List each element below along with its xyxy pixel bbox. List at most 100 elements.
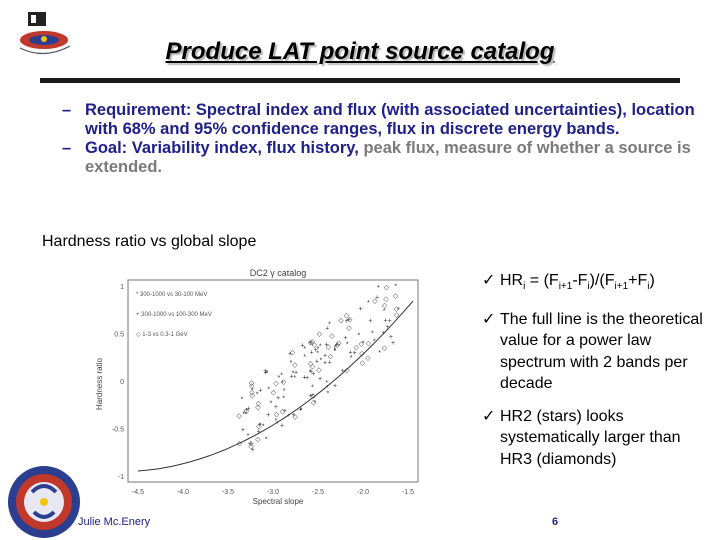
scatter-point: * xyxy=(383,308,386,315)
scatter-point: + xyxy=(289,374,293,381)
scatter-point: + xyxy=(292,412,296,419)
scatter-point: * xyxy=(241,396,244,403)
scatter-point: * xyxy=(373,338,376,345)
scatter-point: * xyxy=(326,385,329,392)
scatter-point: ◇ xyxy=(359,341,365,348)
scatter-point: * xyxy=(320,357,323,364)
scatter-point: * xyxy=(300,407,303,414)
scatter-point: ◇ xyxy=(346,325,352,332)
scatter-point: + xyxy=(353,350,357,357)
y-tick-label: 0.5 xyxy=(114,332,124,339)
scatter-point: + xyxy=(283,408,287,415)
scatter-point: + xyxy=(344,335,348,342)
x-tick-label: -2.0 xyxy=(357,489,369,496)
scatter-point: * xyxy=(245,412,248,419)
scatter-point: * xyxy=(267,387,270,394)
scatter-point: ◇ xyxy=(344,313,350,320)
page-title: Produce LAT point source catalog xyxy=(165,38,555,65)
scatter-point: * xyxy=(282,395,285,402)
scatter-point: ◇ xyxy=(249,380,255,387)
bullet-dash: – xyxy=(62,101,72,119)
scatter-point: * xyxy=(251,388,254,395)
scatter-point: * xyxy=(314,400,317,407)
scatter-point: * xyxy=(316,350,319,357)
scatter-point: * xyxy=(303,346,306,353)
scatter-point: + xyxy=(241,427,245,434)
scatter-point: + xyxy=(244,407,248,414)
scatter-point: ◇ xyxy=(394,306,400,313)
scatter-point: + xyxy=(383,318,387,325)
scatter-point: + xyxy=(274,404,278,411)
note-hr2: ✓ HR2 (stars) looks systematically large… xyxy=(482,406,712,471)
goal-bullet: – Goal: Variability index, flux history,… xyxy=(62,139,698,177)
scatter-point: ◇ xyxy=(310,364,316,371)
scatter-point: + xyxy=(309,350,313,357)
requirements-list: – Requirement: Spectral index and flux (… xyxy=(62,101,698,177)
scatter-point: + xyxy=(294,370,298,377)
scatter-point: + xyxy=(249,441,253,448)
scatter-point: * xyxy=(350,355,353,362)
scatter-point: + xyxy=(302,374,306,381)
formula-text: HRi = (Fi+1-Fi)/(Fi+1+Fi) xyxy=(500,272,655,293)
check-icon: ✓ xyxy=(482,310,496,328)
scatter-point: * xyxy=(242,411,245,418)
scatter-point: ◇ xyxy=(255,405,261,412)
check-icon: ✓ xyxy=(482,407,496,425)
scatter-point: + xyxy=(309,369,313,376)
scatter-point: ◇ xyxy=(248,444,254,451)
scatter-point: + xyxy=(368,318,372,325)
scatter-point: * xyxy=(367,300,370,307)
plot-ylabel: Hardness ratio xyxy=(95,357,104,410)
scatter-point: * xyxy=(303,354,306,361)
scatter-point: ◇ xyxy=(237,413,243,420)
title-divider xyxy=(40,78,680,83)
scatter-point: * xyxy=(278,375,281,382)
scatter-point: * xyxy=(334,344,337,351)
scatter-point: * xyxy=(346,342,349,349)
scatter-point: * xyxy=(275,418,278,425)
note-full-line: ✓ The full line is the theoretical value… xyxy=(482,309,712,395)
check-icon: ✓ xyxy=(482,272,496,289)
legend-entry: * 300-1000 vs 30-100 MeV xyxy=(136,292,207,298)
scatter-point: + xyxy=(347,316,351,323)
scatter-point: * xyxy=(280,372,283,379)
scatter-point: * xyxy=(334,349,337,356)
requirement-text: Requirement: Spectral index and flux (wi… xyxy=(85,101,695,138)
scatter-point: + xyxy=(314,347,318,354)
y-tick-label: -0.5 xyxy=(112,427,124,434)
scatter-point: + xyxy=(348,350,352,357)
scatter-point: ◇ xyxy=(274,412,280,419)
scatter-point: ◇ xyxy=(365,355,371,362)
scatter-point: + xyxy=(247,406,251,413)
x-tick-label: -3.5 xyxy=(222,489,234,496)
scatter-point: + xyxy=(315,358,319,365)
scatter-point: + xyxy=(341,368,345,375)
scatter-point: ◇ xyxy=(384,284,390,291)
scatter-point: * xyxy=(262,424,265,431)
y-tick-label: -1 xyxy=(118,474,124,481)
scatter-point: + xyxy=(300,343,304,350)
hardness-ratio-plot: DC2 γ catalog Hardness ratio Spectral sl… xyxy=(88,266,443,509)
scatter-point: ◇ xyxy=(312,342,318,349)
scatter-point: ◇ xyxy=(359,350,365,357)
scatter-point: * xyxy=(328,322,331,329)
scatter-point: * xyxy=(290,360,293,367)
scatter-point: + xyxy=(318,376,322,383)
scatter-point: * xyxy=(311,384,314,391)
scatter-point: ◇ xyxy=(292,362,298,369)
scatter-point: + xyxy=(309,340,313,347)
legend-entry: + 300-1000 vs 100-300 MeV xyxy=(136,312,212,318)
scatter-point: * xyxy=(394,284,397,291)
scatter-point: ◇ xyxy=(248,440,254,447)
scatter-point: ◇ xyxy=(281,379,287,386)
scatter-point: * xyxy=(281,381,284,388)
scatter-point: + xyxy=(305,375,309,382)
scatter-point: * xyxy=(259,423,262,430)
scatter-point: + xyxy=(263,368,267,375)
scatter-point: ◇ xyxy=(256,401,262,408)
x-tick-label: -3.0 xyxy=(267,489,279,496)
scatter-point: ◇ xyxy=(372,298,378,305)
scatter-point: + xyxy=(323,360,327,367)
scatter-point: * xyxy=(276,421,279,428)
scatter-point: + xyxy=(288,351,292,358)
